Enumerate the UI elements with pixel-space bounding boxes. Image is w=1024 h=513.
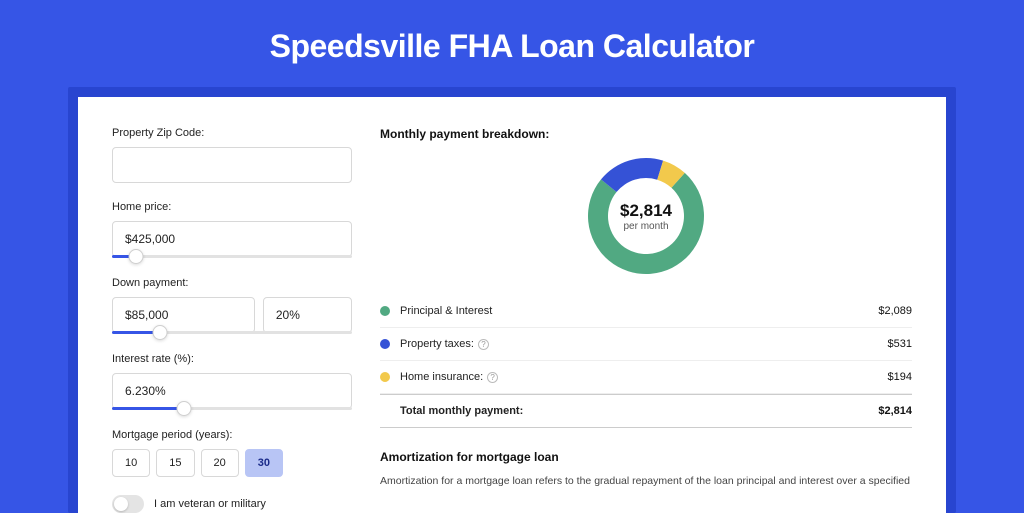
slider-thumb[interactable] xyxy=(129,249,144,264)
veteran-toggle[interactable] xyxy=(112,495,144,513)
legend-dot xyxy=(380,339,390,349)
amortization-text: Amortization for a mortgage loan refers … xyxy=(380,474,912,490)
legend-label: Principal & Interest xyxy=(400,305,878,317)
legend-dot xyxy=(380,306,390,316)
period-btn-15[interactable]: 15 xyxy=(156,449,194,477)
calculator-card: Property Zip Code: Home price: Down paym… xyxy=(78,97,946,513)
legend-label-text: Principal & Interest xyxy=(400,305,492,317)
veteran-label: I am veteran or military xyxy=(154,498,266,510)
interest-rate-field: Interest rate (%): xyxy=(112,353,352,411)
slider-fill xyxy=(112,407,184,410)
legend-amount: $2,089 xyxy=(878,305,912,317)
zip-label: Property Zip Code: xyxy=(112,127,352,139)
legend-amount: $194 xyxy=(888,371,912,383)
home-price-label: Home price: xyxy=(112,201,352,213)
period-btn-30[interactable]: 30 xyxy=(245,449,283,477)
legend-total-amount: $2,814 xyxy=(878,405,912,417)
period-btn-10[interactable]: 10 xyxy=(112,449,150,477)
legend-label-text: Property taxes: xyxy=(400,338,474,350)
down-payment-pct-input[interactable] xyxy=(263,297,352,333)
breakdown-column: Monthly payment breakdown: $2,814 per mo… xyxy=(380,127,912,513)
slider-track xyxy=(112,255,352,258)
legend-label-text: Home insurance: xyxy=(400,371,483,383)
legend: Principal & Interest $2,089 Property taxes… xyxy=(380,295,912,428)
donut-center-sub: per month xyxy=(620,221,672,232)
toggle-knob xyxy=(114,497,128,511)
donut-chart: $2,814 per month xyxy=(380,151,912,281)
home-price-field: Home price: xyxy=(112,201,352,259)
period-btn-20[interactable]: 20 xyxy=(201,449,239,477)
zip-input[interactable] xyxy=(112,147,352,183)
amortization-title: Amortization for mortgage loan xyxy=(380,450,912,464)
legend-total-row: Total monthly payment:$2,814 xyxy=(380,394,912,428)
mortgage-period-field: Mortgage period (years): 10152030 xyxy=(112,429,352,477)
home-price-slider[interactable] xyxy=(112,255,352,259)
home-price-input[interactable] xyxy=(112,221,352,257)
info-icon[interactable]: ? xyxy=(487,372,498,383)
legend-label: Home insurance:? xyxy=(400,371,888,383)
page-title: Speedsville FHA Loan Calculator xyxy=(0,0,1024,87)
down-payment-amount-input[interactable] xyxy=(112,297,255,333)
legend-total-label: Total monthly payment: xyxy=(400,405,878,417)
down-payment-field: Down payment: xyxy=(112,277,352,335)
down-payment-slider[interactable] xyxy=(112,331,352,335)
card-shadow: Property Zip Code: Home price: Down paym… xyxy=(68,87,956,513)
donut-slice xyxy=(601,158,663,192)
veteran-row: I am veteran or military xyxy=(112,495,352,513)
info-icon[interactable]: ? xyxy=(478,339,489,350)
slider-thumb[interactable] xyxy=(153,325,168,340)
breakdown-title: Monthly payment breakdown: xyxy=(380,127,912,141)
donut-center-value: $2,814 xyxy=(620,201,672,221)
zip-field: Property Zip Code: xyxy=(112,127,352,183)
slider-thumb[interactable] xyxy=(177,401,192,416)
mortgage-period-label: Mortgage period (years): xyxy=(112,429,352,441)
legend-label: Property taxes:? xyxy=(400,338,888,350)
legend-dot xyxy=(380,372,390,382)
amortization-section: Amortization for mortgage loan Amortizat… xyxy=(380,450,912,490)
interest-rate-label: Interest rate (%): xyxy=(112,353,352,365)
legend-amount: $531 xyxy=(888,338,912,350)
form-column: Property Zip Code: Home price: Down paym… xyxy=(112,127,352,513)
interest-rate-input[interactable] xyxy=(112,373,352,409)
legend-row: Home insurance:?$194 xyxy=(380,361,912,394)
legend-row: Property taxes:?$531 xyxy=(380,328,912,361)
interest-rate-slider[interactable] xyxy=(112,407,352,411)
period-buttons: 10152030 xyxy=(112,449,352,477)
donut-center: $2,814 per month xyxy=(620,201,672,232)
down-payment-label: Down payment: xyxy=(112,277,352,289)
legend-row: Principal & Interest $2,089 xyxy=(380,295,912,328)
